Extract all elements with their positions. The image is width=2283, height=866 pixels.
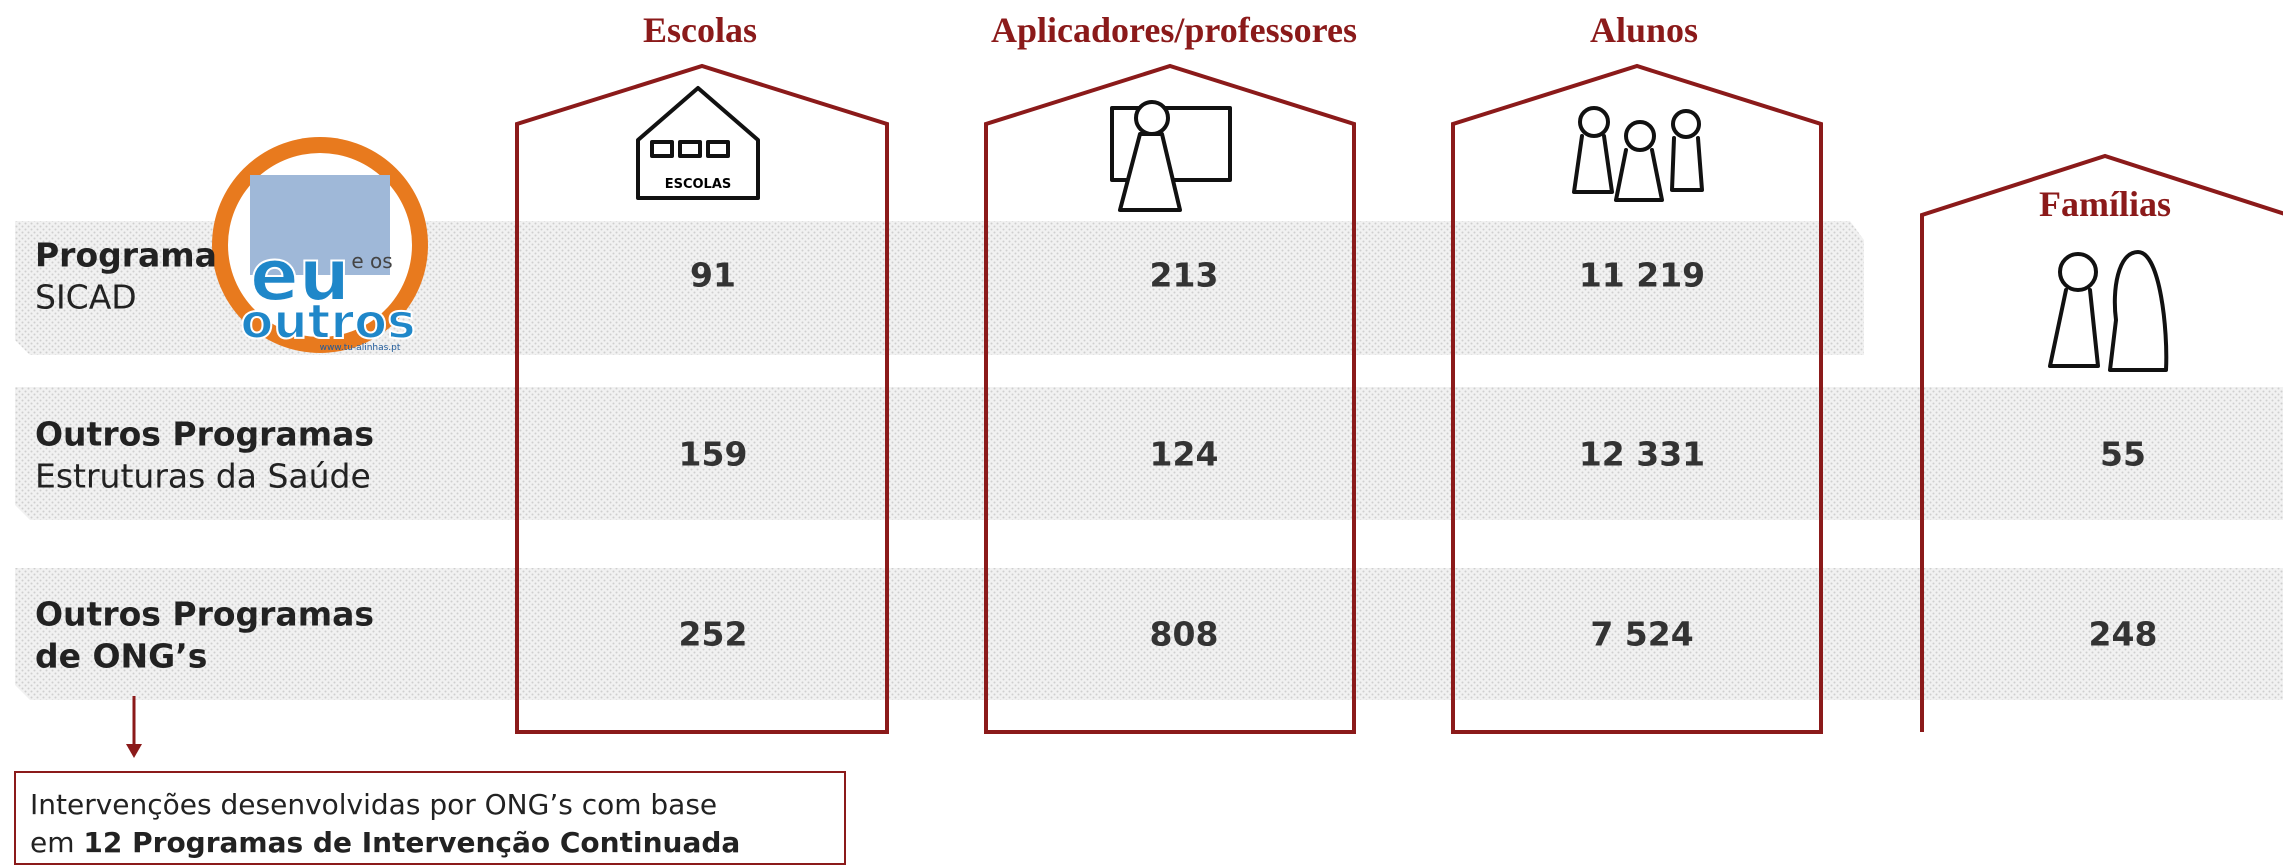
- students-icon: [1574, 108, 1702, 200]
- cell-value: 12 331: [1579, 435, 1705, 474]
- note-text: em 12 Programas de Intervenção Continuad…: [30, 826, 740, 859]
- row-title: Outros Programas: [35, 595, 374, 634]
- cell-value: 91: [690, 256, 736, 295]
- logo: eu e os outros www.tu-alinhas.pt: [212, 137, 428, 353]
- column-header: Famílias: [2039, 184, 2171, 224]
- logo-text: outros: [240, 294, 415, 350]
- family-icon: [2050, 252, 2166, 370]
- arrow-head: [126, 744, 142, 758]
- row-subtitle: Estruturas da Saúde: [35, 457, 371, 496]
- row-title: Outros Programas: [35, 415, 374, 454]
- cell-value: 7 524: [1590, 615, 1693, 654]
- column-header: Alunos: [1590, 10, 1698, 50]
- note-text: Intervenções desenvolvidas por ONG’s com…: [30, 788, 717, 821]
- cell-value: 124: [1150, 435, 1219, 474]
- note-emphasis: 12 Programas de Intervenção Continuada: [83, 826, 740, 859]
- row-subtitle: de ONG’s: [35, 637, 207, 676]
- column-header: Aplicadores/professores: [991, 10, 1357, 50]
- teacher-icon: [1112, 102, 1230, 210]
- cell-value: 213: [1150, 256, 1219, 295]
- column-header: Escolas: [643, 10, 757, 50]
- cell-value: 159: [679, 435, 748, 474]
- cell-value: 11 219: [1579, 256, 1705, 295]
- cell-value: 55: [2100, 435, 2146, 474]
- school-icon: ESCOLAS: [638, 88, 758, 198]
- icon-label: ESCOLAS: [665, 177, 732, 192]
- logo-text: e os: [351, 249, 392, 273]
- cell-value: 248: [2089, 615, 2158, 654]
- cell-value: 252: [679, 615, 748, 654]
- cell-value: 808: [1150, 615, 1219, 654]
- slide: Escolas Aplicadores/professores Alunos F…: [0, 0, 2283, 866]
- logo-url: www.tu-alinhas.pt: [320, 343, 401, 353]
- row-title: Programa: [35, 236, 217, 275]
- note-text: em: [30, 826, 83, 859]
- row-subtitle: SICAD: [35, 278, 137, 317]
